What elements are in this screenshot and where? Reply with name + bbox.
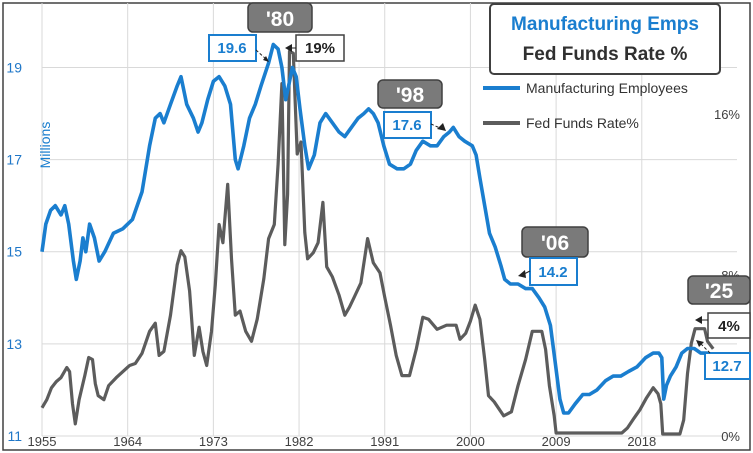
x-tick-label: 1964: [113, 434, 142, 449]
left-tick-label: 19: [6, 59, 22, 75]
left-tick-label: 17: [6, 152, 22, 168]
chart-subtitle: Fed Funds Rate %: [523, 44, 688, 65]
annotation-1998: '98 17.6: [377, 79, 446, 139]
annotation-2006: '06 14.2: [518, 226, 589, 286]
value-note-1980-fed: 19%: [305, 40, 335, 57]
era-label-2025: '25: [705, 280, 734, 303]
value-label-2025-emps: 12.7: [712, 358, 741, 375]
legend: Manufacturing Employees Fed Funds Rate%: [483, 80, 688, 131]
x-tick-label: 1973: [199, 434, 228, 449]
x-tick-label: 2009: [542, 434, 571, 449]
right-tick-label: 16%: [714, 107, 740, 122]
manufacturing-employees-line: [40, 42, 715, 415]
value-label-1998-emps: 17.6: [392, 117, 421, 134]
x-tick-label: 1955: [28, 434, 57, 449]
x-tick-label: 1982: [285, 434, 314, 449]
legend-label-fed-funds: Fed Funds Rate%: [526, 115, 639, 131]
y-axis-label: Millions: [37, 122, 53, 169]
x-tick-label: 2000: [456, 434, 485, 449]
x-tick-label: 1991: [370, 434, 399, 449]
title-box: Manufacturing Emps Fed Funds Rate %: [489, 3, 721, 75]
era-label-2006: '06: [541, 232, 569, 255]
value-label-2006-emps: 14.2: [538, 264, 567, 281]
value-label-1980-emps: 19.6: [217, 40, 246, 57]
era-label-1998: '98: [396, 84, 425, 107]
era-label-1980: '80: [266, 8, 294, 31]
left-axis-ticks: 11 13 15 17 19: [6, 59, 22, 444]
value-note-2025-fed: 4%: [718, 318, 740, 335]
x-axis-ticks: 1955 1964 1973 1982 1991 2000 2009 2018: [28, 434, 657, 449]
left-tick-label: 11: [7, 428, 22, 444]
left-tick-label: 15: [6, 244, 22, 260]
right-tick-label: 0%: [721, 429, 740, 444]
chart-title: Manufacturing Emps: [511, 14, 699, 35]
annotation-1980: '80 19.6 19%: [208, 2, 345, 62]
left-tick-label: 13: [6, 336, 22, 352]
fed-funds-rate-line: [40, 49, 715, 436]
legend-label-manufacturing: Manufacturing Employees: [526, 80, 688, 96]
annotation-2025: '25 4% 12.7: [687, 275, 751, 380]
x-tick-label: 2018: [627, 434, 656, 449]
